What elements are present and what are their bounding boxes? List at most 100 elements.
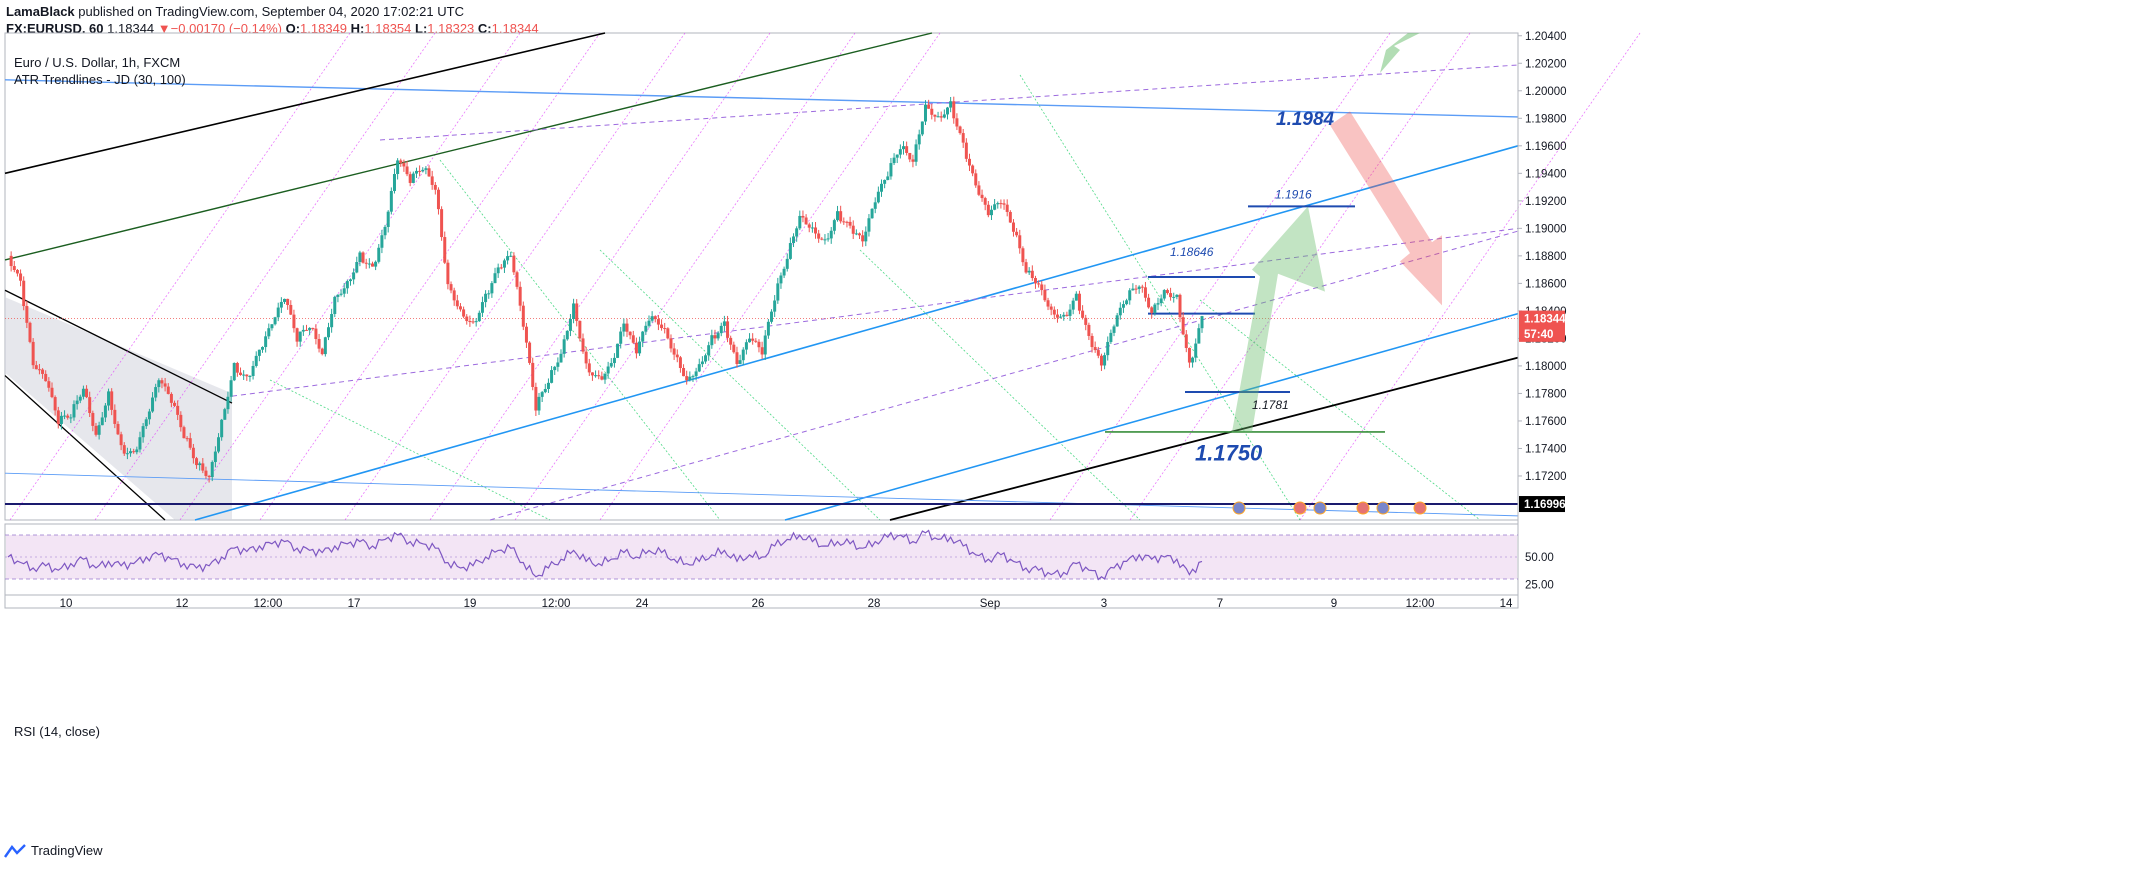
candle-body <box>358 252 362 263</box>
candle-body <box>110 391 114 410</box>
candle-body <box>873 202 877 209</box>
candle-body <box>682 368 686 377</box>
candle-body <box>964 142 968 159</box>
x-tick-label: 12:00 <box>542 598 571 610</box>
candle-body <box>320 348 324 355</box>
candle-body <box>631 335 635 343</box>
candle-body <box>669 338 673 349</box>
candle-body <box>125 453 129 455</box>
candle-body <box>468 321 472 323</box>
candle-body <box>1011 222 1015 232</box>
candle-body <box>977 185 981 195</box>
candle-body <box>546 382 550 389</box>
rsi-legend: RSI (14, close) <box>14 724 100 739</box>
publish-header: LamaBlack published on TradingView.com, … <box>6 4 464 19</box>
candle-body <box>826 238 830 240</box>
price-tag <box>1519 325 1565 342</box>
candle-body <box>675 354 679 358</box>
atr-green-line-0 <box>269 379 551 521</box>
close-value: 1.18344 <box>491 21 539 36</box>
bearish-forecast-arrow <box>1330 111 1442 306</box>
candle-body <box>766 321 770 336</box>
tradingview-brand[interactable]: TradingView <box>4 843 103 858</box>
candle-body <box>1074 293 1078 301</box>
y-tick-label: 1.19400 <box>1525 168 1567 180</box>
annotation-18646: 1.18646 <box>1170 245 1214 259</box>
y-tick-label: 1.18600 <box>1525 278 1567 290</box>
candle-body <box>870 208 874 219</box>
candle-body <box>1115 315 1119 327</box>
candle-body <box>779 275 783 284</box>
atr-magenta-line-3 <box>259 32 601 521</box>
candle-body <box>1062 314 1066 317</box>
lower-light-blue-line <box>4 472 1519 517</box>
rsi-y-tick-label: 25.00 <box>1525 580 1554 592</box>
candle-body <box>31 341 35 366</box>
economic-event-icon <box>1413 501 1427 515</box>
candle-body <box>1156 303 1160 305</box>
atr-magenta-line-7 <box>599 32 941 521</box>
economic-event-icon <box>1376 501 1390 515</box>
candle-body <box>908 152 912 160</box>
candle-body <box>81 388 85 397</box>
candle-body <box>848 221 852 226</box>
candle-body <box>971 165 975 174</box>
candle-body <box>660 324 664 329</box>
atr-magenta-line-2 <box>179 32 521 521</box>
candle-body <box>44 373 48 382</box>
brand-name: TradingView <box>31 843 103 858</box>
candle-body <box>418 170 422 172</box>
candle-body <box>713 335 717 339</box>
candle-body <box>741 349 745 361</box>
candle-body <box>235 362 239 373</box>
candle-body <box>1046 300 1050 307</box>
atr-magenta-line-10 <box>1299 32 1641 521</box>
x-tick-label: 3 <box>1101 598 1107 610</box>
candle-body <box>704 355 708 362</box>
economic-event-icon <box>1232 501 1246 515</box>
candle-body <box>798 215 802 229</box>
atr-magenta-line-9 <box>1129 32 1471 521</box>
candle-body <box>616 343 620 358</box>
candle-body <box>663 328 667 330</box>
candle-body <box>427 168 431 177</box>
candle-body <box>700 361 704 365</box>
candle-body <box>107 391 111 406</box>
y-tick-label: 1.18000 <box>1525 361 1567 373</box>
candle-body <box>424 168 428 170</box>
candle-body <box>509 255 513 257</box>
candle-body <box>738 360 742 364</box>
candle-body <box>666 328 670 339</box>
candle-body <box>1147 297 1151 308</box>
candle-body <box>37 369 41 371</box>
candle-body <box>173 402 177 406</box>
candle-body <box>496 267 500 274</box>
candle-body <box>672 348 676 355</box>
candle-body <box>63 415 67 417</box>
candle-body <box>270 324 274 329</box>
candle-body <box>1030 270 1034 279</box>
candle-body <box>748 338 752 343</box>
candle-body <box>493 273 497 284</box>
candle-body <box>625 323 629 332</box>
candle-body <box>590 372 594 376</box>
candle-body <box>69 417 73 419</box>
annotation-1916: 1.1916 <box>1275 187 1312 201</box>
candle-body <box>386 211 390 227</box>
candle-body <box>744 342 748 350</box>
candle-body <box>66 415 70 418</box>
atr-green-line-3 <box>859 249 1141 521</box>
candle-body <box>587 363 591 373</box>
channel-upper-line <box>4 289 233 404</box>
candle-body <box>1077 293 1081 311</box>
candle-body <box>559 353 563 363</box>
candle-body <box>952 101 956 119</box>
y-tick-label: 1.17400 <box>1525 443 1567 455</box>
upper-blue-trendline <box>4 79 1519 118</box>
candle-body <box>462 309 466 317</box>
candle-body <box>213 451 217 463</box>
candle-body <box>166 386 170 394</box>
candle-body <box>936 116 940 118</box>
candle-body <box>499 267 503 269</box>
